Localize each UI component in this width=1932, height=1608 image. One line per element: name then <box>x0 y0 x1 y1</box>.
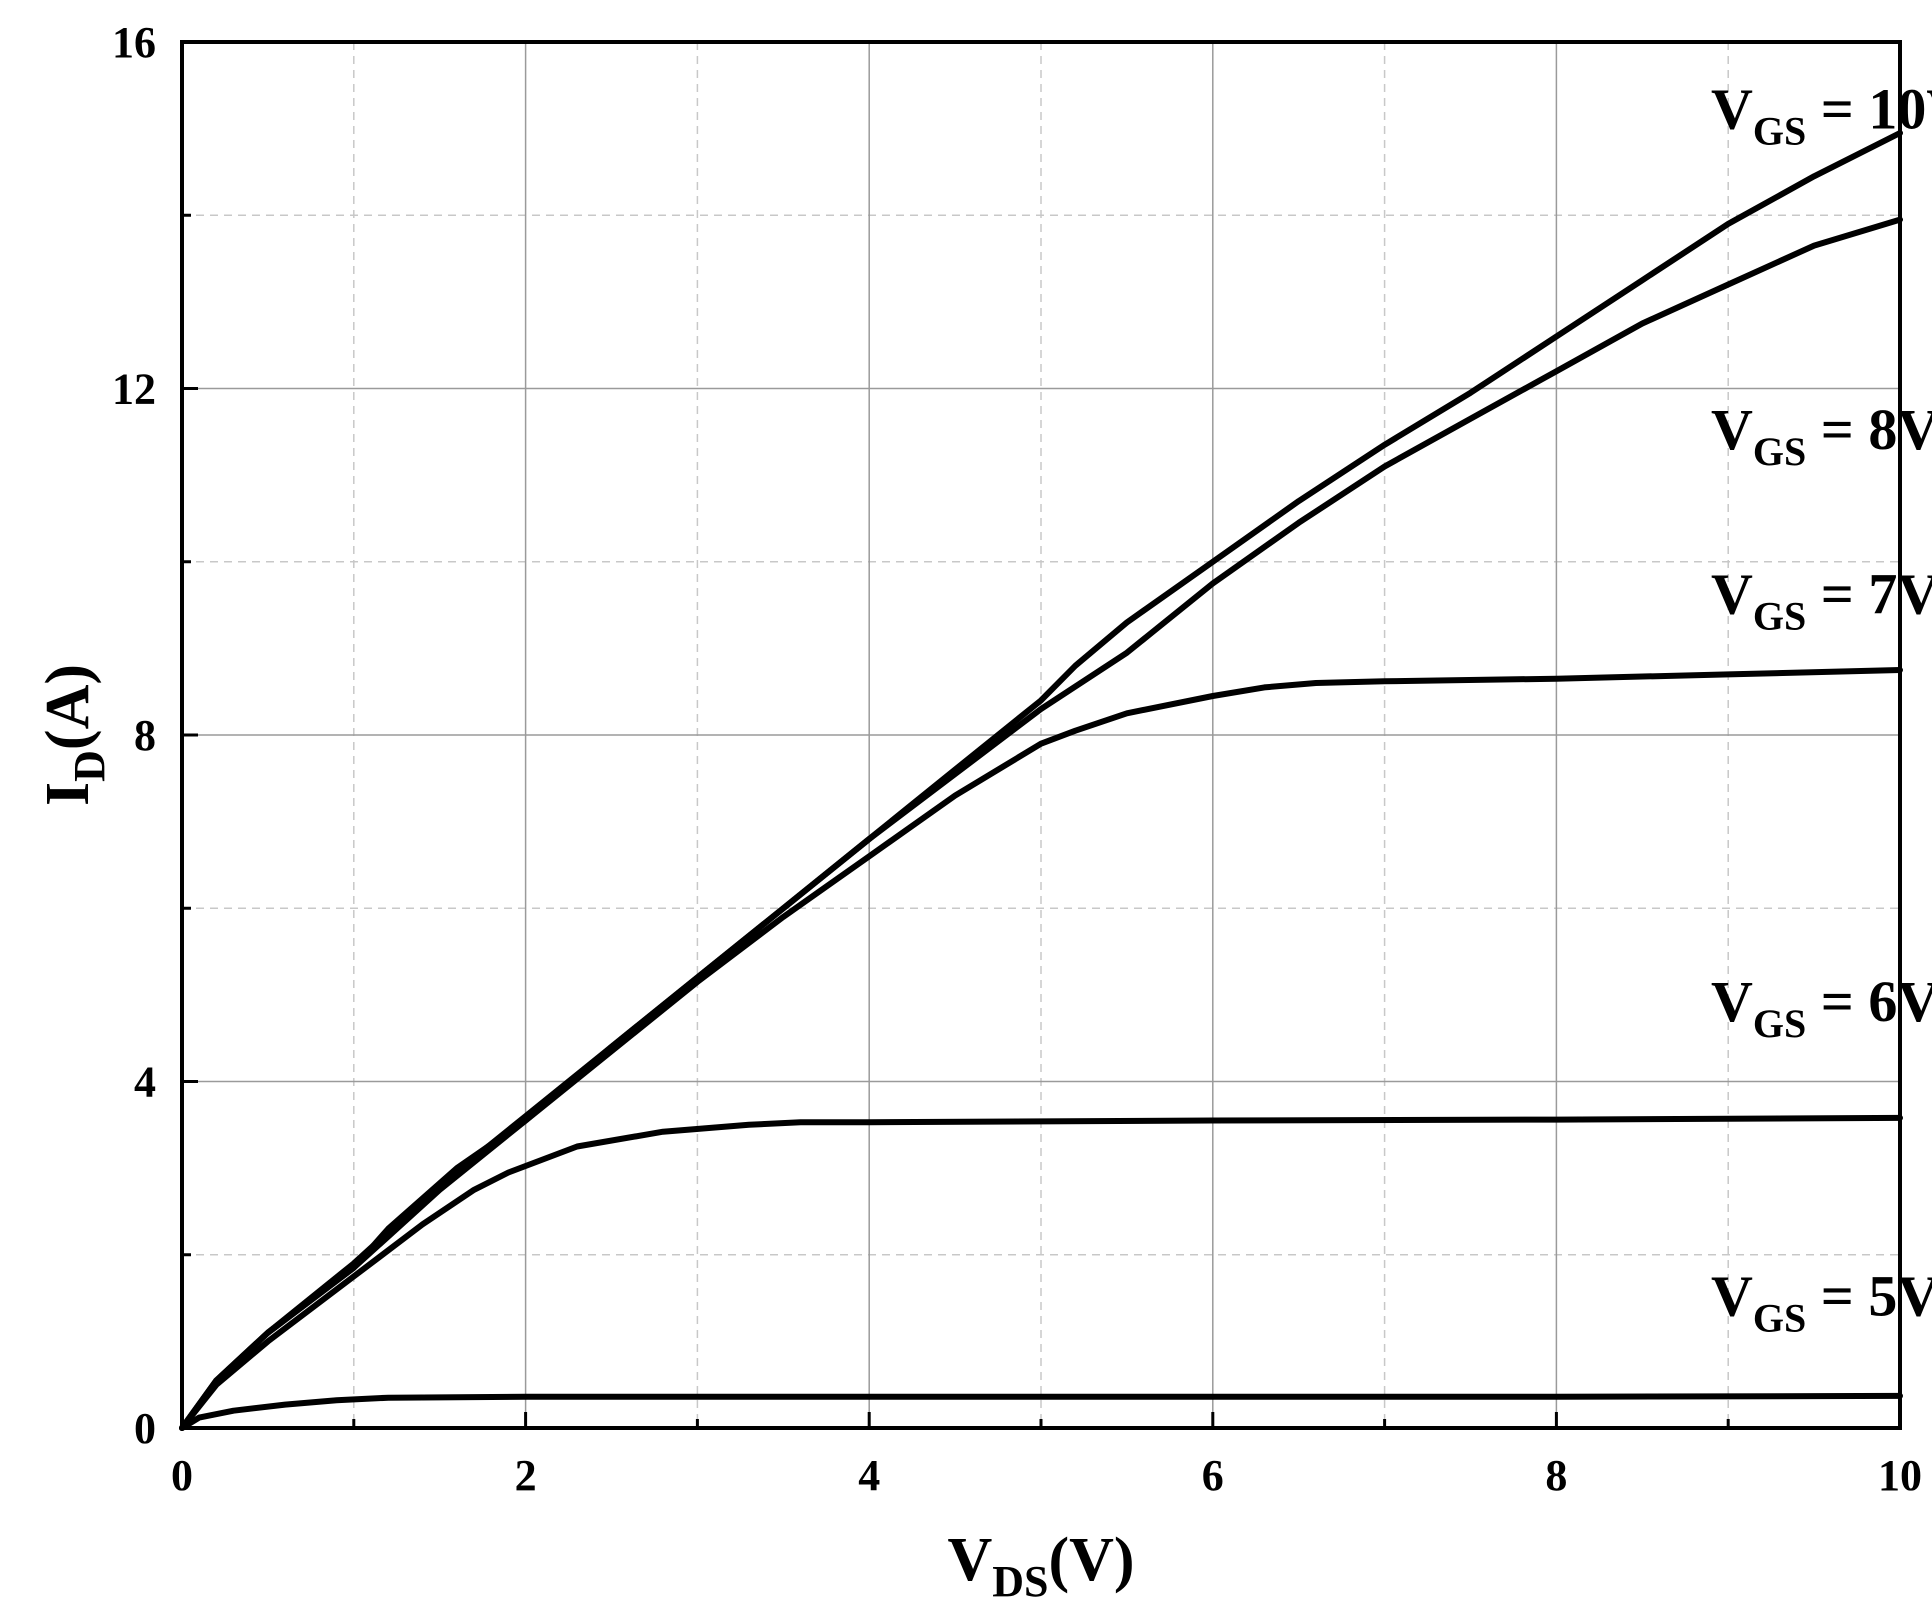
series-label-0: VGS = 10V <box>1711 77 1932 154</box>
x-tick-label: 2 <box>515 1451 537 1500</box>
axis-ticks <box>180 40 1902 1430</box>
series-curve-3 <box>179 1114 1903 1431</box>
series-label-2: VGS = 7V <box>1711 562 1932 639</box>
series-curve-4 <box>179 1392 1903 1431</box>
grid-lines <box>181 41 1901 1429</box>
series-label-1: VGS = 8V <box>1711 397 1932 474</box>
x-tick-label: 10 <box>1878 1451 1922 1500</box>
y-tick-label: 16 <box>112 18 156 67</box>
y-tick-label: 4 <box>134 1058 156 1107</box>
series-curve-1 <box>179 216 1903 1431</box>
y-axis-label: ID(A) <box>34 664 114 806</box>
series-curve-2 <box>179 667 1903 1431</box>
y-tick-label: 12 <box>112 365 156 414</box>
x-tick-labels: 0 2 4 6 8 10 <box>171 1451 1922 1500</box>
x-tick-label: 6 <box>1202 1451 1224 1500</box>
series-labels: VGS = 10V VGS = 8V VGS = 7V VGS = 6V VGS = 5… <box>1711 77 1932 1341</box>
series-curves <box>179 130 1903 1431</box>
series-label-4: VGS = 5V <box>1711 1263 1932 1340</box>
y-tick-label: 8 <box>134 711 156 760</box>
x-tick-label: 8 <box>1545 1451 1567 1500</box>
x-tick-label: 0 <box>171 1451 193 1500</box>
series-label-3: VGS = 6V <box>1711 969 1932 1046</box>
x-axis-label: VDS(V) <box>947 1526 1134 1606</box>
x-tick-label: 4 <box>858 1451 880 1500</box>
y-tick-labels: 0 4 8 12 16 <box>112 18 156 1453</box>
y-tick-label: 0 <box>134 1404 156 1453</box>
